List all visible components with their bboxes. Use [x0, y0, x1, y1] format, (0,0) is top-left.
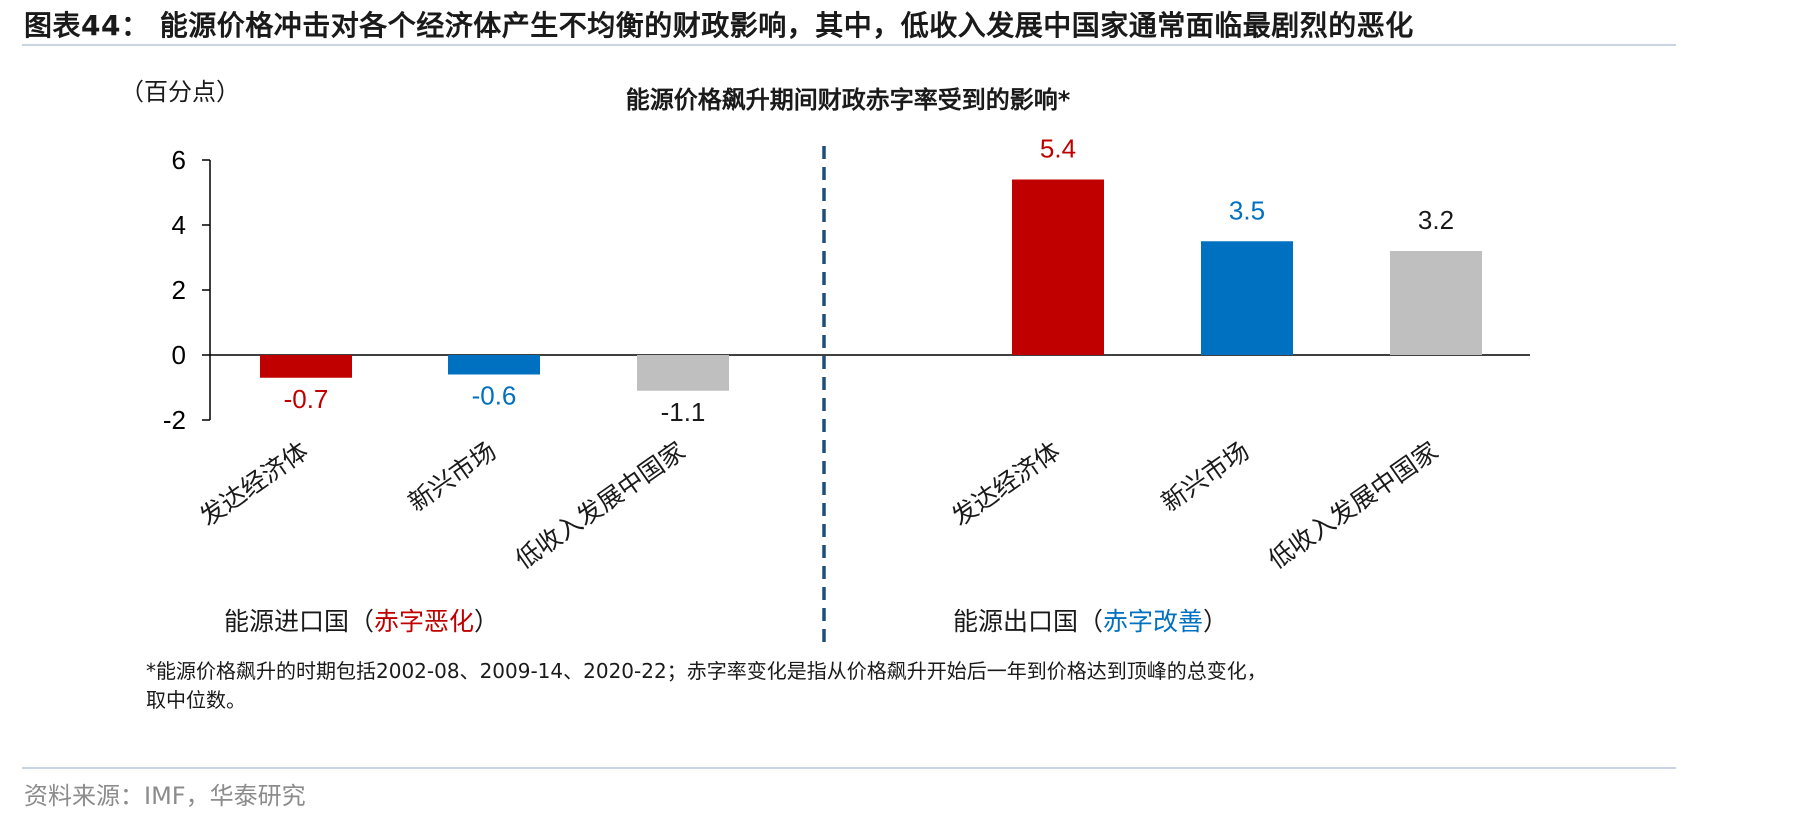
y-tick-label: 0 — [172, 340, 186, 370]
group-label: 能源出口国（赤字改善） — [953, 607, 1228, 636]
data-label: 3.2 — [1418, 205, 1454, 235]
data-label: -0.6 — [472, 381, 517, 411]
group-label: 能源进口国（赤字恶化） — [224, 607, 499, 636]
group-label-highlight: 赤字恶化 — [374, 607, 474, 636]
y-tick-label: 4 — [172, 210, 186, 240]
y-axis-unit: （百分点） — [120, 78, 240, 106]
category-label: 发达经济体 — [194, 436, 313, 531]
chart-title: 能源价格飙升期间财政赤字率受到的影响* — [626, 86, 1071, 114]
axes: 6 4 2 0 -2 — [163, 145, 1530, 642]
group-label-suffix: ） — [1203, 607, 1228, 636]
bar — [260, 355, 352, 378]
group-label-prefix: 能源出口国（ — [953, 607, 1103, 636]
bar — [1201, 241, 1293, 355]
category-label: 低收入发展中国家 — [510, 436, 690, 574]
data-label: -1.1 — [661, 397, 706, 427]
y-tick-label: 2 — [172, 275, 186, 305]
note-line-2: 取中位数。 — [146, 688, 246, 712]
y-tick-label: 6 — [172, 145, 186, 175]
chart: 能源价格飙升期间财政赤字率受到的影响* （百分点） 6 4 2 0 -2 -0.7 发达经… — [120, 78, 1530, 712]
bottom-rule — [22, 767, 1676, 769]
data-label: -0.7 — [284, 384, 329, 414]
group-label-suffix: ） — [474, 607, 499, 636]
y-tick-label: -2 — [163, 405, 186, 435]
category-label: 新兴市场 — [1156, 436, 1255, 517]
category-label: 发达经济体 — [946, 436, 1065, 531]
bar — [448, 355, 540, 375]
data-label: 3.5 — [1229, 195, 1265, 225]
bar — [637, 355, 729, 391]
note-line-1: *能源价格飙升的时期包括2002-08、2009-14、2020-22；赤字率变… — [146, 659, 1267, 683]
category-label: 新兴市场 — [403, 436, 502, 517]
group-label-prefix: 能源进口国（ — [224, 607, 374, 636]
figure-title: 图表44： 能源价格冲击对各个经济体产生不均衡的财政影响，其中，低收入发展中国家… — [24, 9, 1414, 42]
bars — [260, 179, 1482, 391]
bar — [1390, 251, 1482, 355]
category-label: 低收入发展中国家 — [1263, 436, 1443, 574]
data-label: 5.4 — [1040, 134, 1076, 164]
source-note: 资料来源：IMF，华泰研究 — [24, 782, 306, 810]
bar — [1012, 179, 1104, 355]
group-label-highlight: 赤字改善 — [1103, 607, 1203, 636]
top-rule — [22, 44, 1676, 46]
